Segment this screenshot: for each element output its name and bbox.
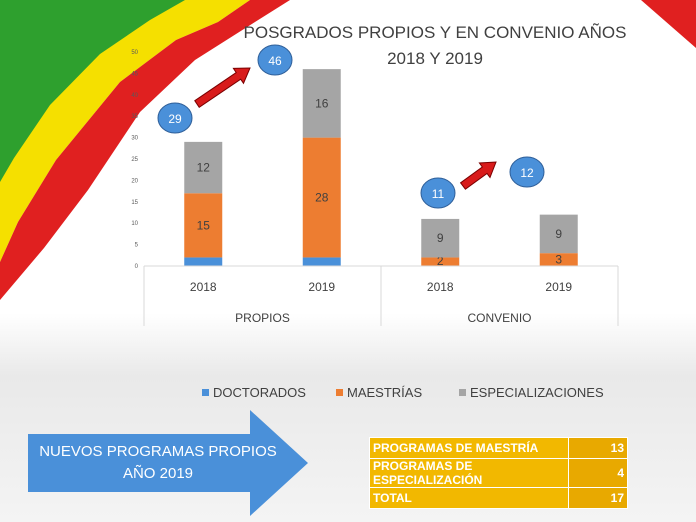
- x-tick-label: 2019: [545, 280, 572, 294]
- chart-title-line-1: POSGRADOS PROPIOS Y EN CONVENIO AÑOS: [244, 23, 627, 42]
- y-tick-label: 35: [131, 114, 138, 120]
- y-tick-label: 50: [131, 50, 138, 56]
- banner-text: NUEVOS PROGRAMAS PROPIOS AÑO 2019: [39, 443, 277, 482]
- total-label: 29: [168, 112, 182, 126]
- bar-segment: [421, 218, 460, 258]
- row-value: 13: [568, 437, 628, 459]
- total-bubble: [257, 44, 293, 76]
- y-tick-label: 25: [131, 157, 138, 163]
- trend-arrow-icon: [194, 67, 251, 108]
- bar-segment: [302, 257, 341, 266]
- row-label: PROGRAMAS DE ESPECIALIZACIÓN: [369, 458, 569, 488]
- y-tick-label: 30: [131, 136, 138, 142]
- data-label: 9: [555, 227, 562, 241]
- banner-arrow: [28, 410, 308, 516]
- summary-table: PROGRAMAS DE MAESTRÍA 13 PROGRAMAS DE ES…: [369, 437, 628, 509]
- bar-segment: [184, 257, 223, 266]
- y-tick-label: 10: [131, 221, 138, 227]
- total-bubble: [509, 156, 545, 188]
- x-tick-label: 2018: [427, 280, 454, 294]
- bar-segment: [421, 257, 460, 266]
- table-row: PROGRAMAS DE ESPECIALIZACIÓN 4: [369, 458, 628, 488]
- bar-segment: [184, 141, 223, 194]
- group-label: PROPIOS: [235, 311, 290, 325]
- data-label: 9: [437, 231, 444, 245]
- total-label: 11: [432, 187, 445, 201]
- y-tick-label: 45: [131, 71, 138, 77]
- bar-segment: [302, 69, 341, 138]
- data-label: 28: [315, 191, 329, 205]
- y-tick-label: 40: [131, 93, 138, 99]
- bar-segment: [539, 214, 578, 254]
- legend-swatch: [336, 389, 343, 396]
- legend-item-doctorados: DOCTORADOS: [202, 385, 306, 400]
- total-bubble: [420, 177, 456, 209]
- data-label: 3: [555, 253, 562, 267]
- total-bubble: [157, 102, 193, 134]
- legend-label: ESPECIALIZACIONES: [470, 385, 604, 400]
- y-tick-label: 20: [131, 178, 138, 184]
- trend-arrow-icon: [459, 161, 497, 190]
- legend-item-especializaciones: ESPECIALIZACIONES: [459, 385, 604, 400]
- total-label: 46: [268, 54, 282, 68]
- y-tick-label: 15: [131, 200, 138, 206]
- row-value: 17: [568, 487, 628, 509]
- data-label: 16: [315, 96, 329, 110]
- flag-ribbon-decoration: [0, 0, 696, 300]
- row-label: PROGRAMAS DE MAESTRÍA: [369, 437, 569, 459]
- legend-item-maestrias: MAESTRÍAS: [336, 385, 422, 400]
- x-tick-label: 2019: [308, 280, 335, 294]
- plot-area: 15 12 28 16 2 9 3 9: [184, 69, 578, 268]
- legend-swatch: [202, 389, 209, 396]
- x-tick-label: 2018: [190, 280, 217, 294]
- y-axis: 0 5 10 15 20 25 30 35 40 45 50: [131, 50, 138, 270]
- bar-segment: [302, 137, 341, 258]
- table-row: PROGRAMAS DE MAESTRÍA 13: [369, 437, 628, 459]
- y-tick-label: 0: [135, 264, 139, 270]
- table-row: TOTAL 17: [369, 487, 628, 509]
- bar-segment: [539, 253, 578, 266]
- annotations: 29 46 11 12: [157, 44, 545, 209]
- x-axis: 2018 2019 2018 2019 PROPIOS CONVENIO: [143, 265, 619, 326]
- data-label: 12: [197, 161, 211, 175]
- row-label: TOTAL: [369, 487, 569, 509]
- bar-segment: [184, 193, 223, 258]
- data-label: 2: [437, 254, 444, 268]
- group-label: CONVENIO: [467, 311, 531, 325]
- chart-title-line-2: 2018 Y 2019: [387, 49, 483, 68]
- legend-swatch: [459, 389, 466, 396]
- data-label: 15: [197, 218, 211, 232]
- row-value: 4: [568, 458, 628, 488]
- y-tick-label: 5: [135, 243, 139, 249]
- legend-label: MAESTRÍAS: [347, 385, 423, 400]
- legend-label: DOCTORADOS: [213, 385, 306, 400]
- total-label: 12: [520, 166, 534, 180]
